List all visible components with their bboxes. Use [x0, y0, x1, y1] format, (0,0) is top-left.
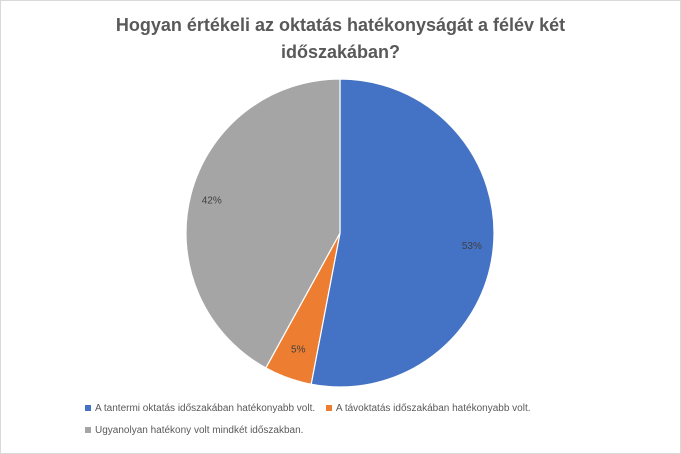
legend-swatch-ugyanolyan	[85, 427, 91, 433]
legend-item-ugyanolyan: Ugyanolyan hatékony volt mindkét időszak…	[85, 422, 303, 438]
data-label-tantermi: 53%	[462, 241, 482, 252]
legend-item-tavoktatas: A távoktatás időszakában hatékonyabb vol…	[325, 400, 531, 416]
legend-label-ugyanolyan: Ugyanolyan hatékony volt mindkét időszak…	[95, 424, 304, 436]
legend-item-tantermi: A tantermi oktatás időszakában hatékonya…	[85, 400, 315, 416]
pie-slice-ugyanolyan	[185, 78, 341, 369]
chart-title: Hogyan értékeli az oktatás hatékonyságát…	[115, 15, 566, 62]
legend-swatch-tantermi	[85, 405, 91, 411]
legend-label-tavoktatas: A távoktatás időszakában hatékonyabb vol…	[335, 402, 531, 414]
legend-label-tantermi: A tantermi oktatás időszakában hatékonya…	[95, 402, 316, 414]
legend: A tantermi oktatás időszakában hatékonya…	[85, 400, 605, 444]
data-label-ugyanolyan: 42%	[202, 196, 222, 207]
pie-slice-tantermi	[310, 78, 495, 388]
legend-swatch-tavoktatas	[325, 405, 332, 411]
data-label-tavoktatas: 5%	[291, 344, 306, 355]
